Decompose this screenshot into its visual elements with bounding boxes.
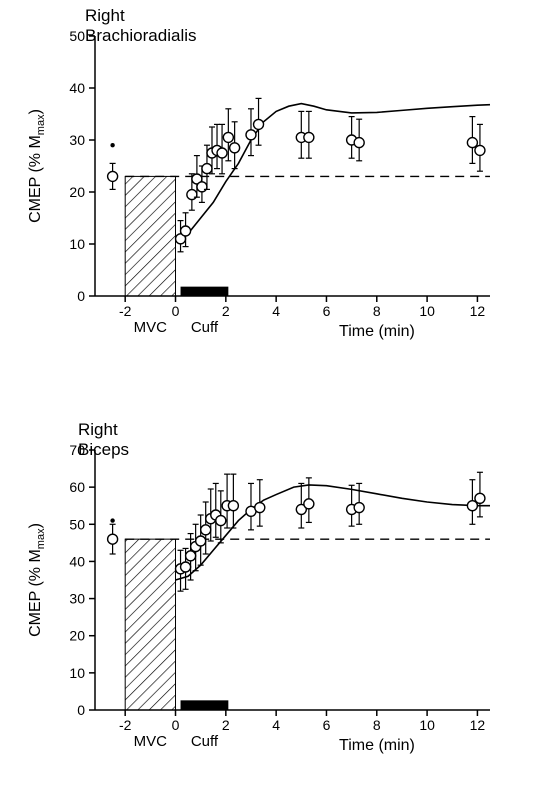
svg-text:50: 50 bbox=[69, 516, 85, 532]
svg-text:40: 40 bbox=[69, 553, 85, 569]
svg-text:0: 0 bbox=[77, 702, 85, 718]
svg-text:2: 2 bbox=[222, 717, 230, 733]
svg-text:30: 30 bbox=[69, 132, 85, 148]
svg-text:10: 10 bbox=[69, 236, 85, 252]
svg-text:CMEP (% Mmax): CMEP (% Mmax) bbox=[27, 109, 47, 223]
svg-text:6: 6 bbox=[323, 717, 331, 733]
svg-text:2: 2 bbox=[222, 303, 230, 319]
svg-text:0: 0 bbox=[77, 288, 85, 304]
svg-text:0: 0 bbox=[172, 717, 180, 733]
svg-text:4: 4 bbox=[272, 303, 280, 319]
svg-text:60: 60 bbox=[69, 479, 85, 495]
svg-text:6: 6 bbox=[323, 303, 331, 319]
svg-text:Cuff: Cuff bbox=[191, 733, 219, 750]
svg-text:40: 40 bbox=[69, 80, 85, 96]
svg-text:Time (min): Time (min) bbox=[339, 737, 415, 754]
svg-text:10: 10 bbox=[69, 665, 85, 681]
figure-page: { "global": { "background_color": "#ffff… bbox=[0, 0, 540, 788]
svg-text:8: 8 bbox=[373, 717, 381, 733]
svg-text:50: 50 bbox=[69, 28, 85, 44]
svg-text:-2: -2 bbox=[119, 717, 132, 733]
chart-brachio: 0 10 20 30 40 50 -2 0 2 4 6 8 10 12 MVC Cuff Time (min) C… bbox=[0, 26, 540, 346]
svg-text:12: 12 bbox=[470, 717, 486, 733]
svg-text:CMEP (% Mmax): CMEP (% Mmax) bbox=[27, 523, 47, 637]
svg-text:20: 20 bbox=[69, 628, 85, 644]
svg-text:0: 0 bbox=[172, 303, 180, 319]
svg-text:Cuff: Cuff bbox=[191, 319, 219, 336]
svg-text:MVC: MVC bbox=[134, 319, 168, 336]
svg-text:10: 10 bbox=[419, 717, 435, 733]
svg-text:70: 70 bbox=[69, 442, 85, 458]
svg-text:10: 10 bbox=[419, 303, 435, 319]
svg-text:12: 12 bbox=[470, 303, 486, 319]
chart-biceps: 0 10 20 30 40 50 60 70 -2 0 2 4 6 8 10 12 MVC Cuff Time (m… bbox=[0, 440, 540, 760]
svg-text:Time (min): Time (min) bbox=[339, 323, 415, 340]
svg-text:-2: -2 bbox=[119, 303, 132, 319]
svg-text:MVC: MVC bbox=[134, 733, 168, 750]
svg-text:4: 4 bbox=[272, 717, 280, 733]
svg-text:30: 30 bbox=[69, 591, 85, 607]
svg-text:8: 8 bbox=[373, 303, 381, 319]
svg-text:20: 20 bbox=[69, 184, 85, 200]
